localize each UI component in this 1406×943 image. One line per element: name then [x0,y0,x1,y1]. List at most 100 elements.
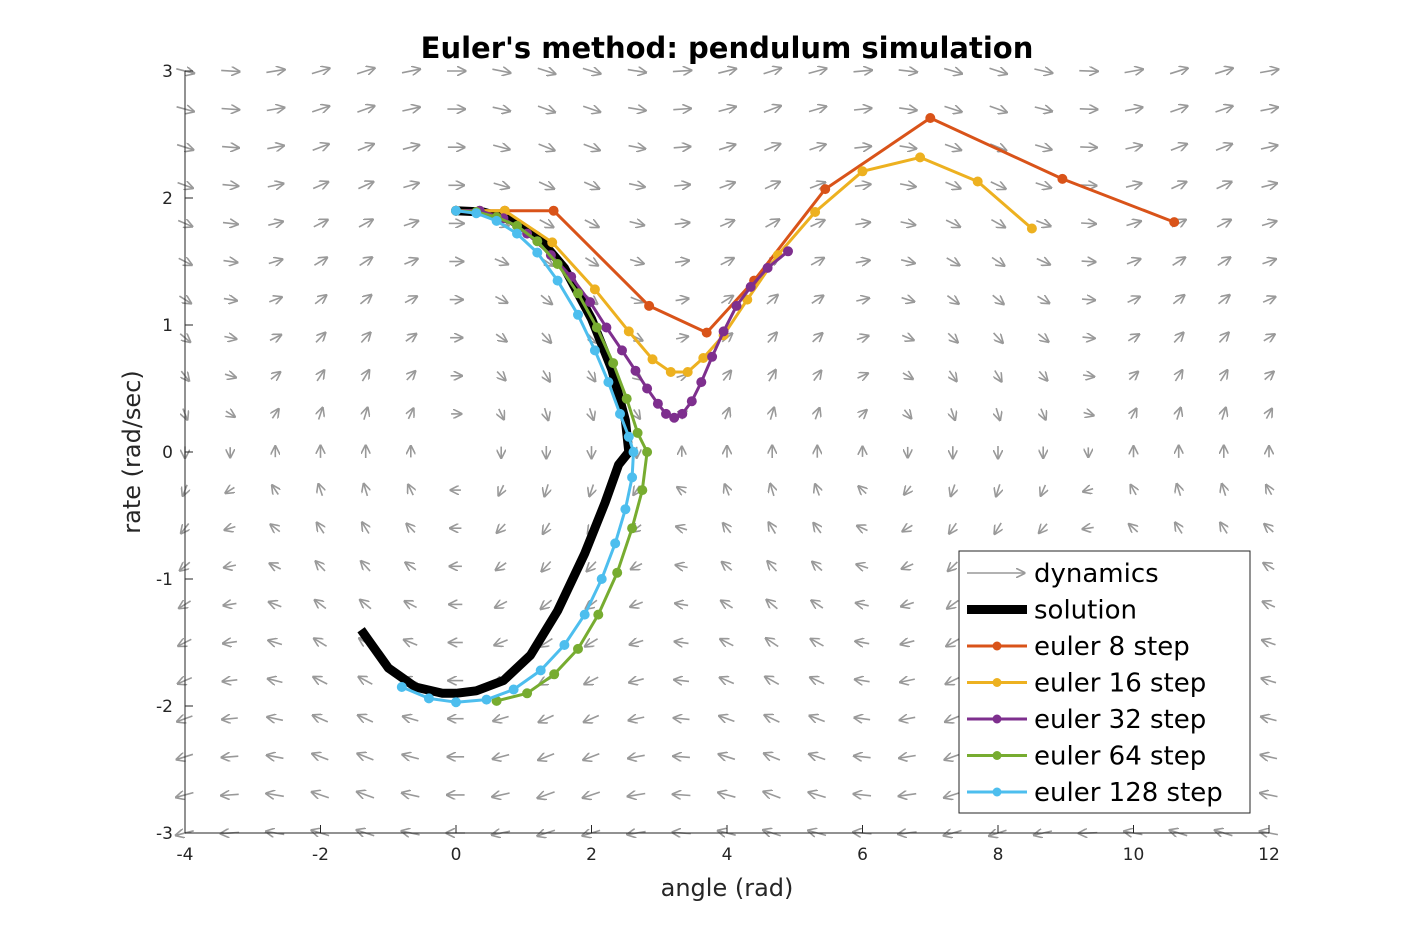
data-point [589,345,600,356]
dynamics-arrow [1217,258,1230,266]
dynamics-arrow [945,792,962,797]
dynamics-arrow [495,334,506,341]
data-point [617,345,627,356]
data-point [627,523,638,534]
data-point [1057,173,1068,184]
dynamics-arrow [989,144,1006,150]
dynamics-arrow [992,294,1004,304]
y-tick-label: -3 [156,824,173,844]
dynamics-arrow [675,642,689,644]
dynamics-arrow [588,370,595,381]
dynamics-arrow [584,716,600,722]
dynamics-arrow [315,600,327,610]
dynamics-arrow [1215,144,1232,150]
dynamics-arrow [946,677,960,684]
data-point [718,326,729,337]
dynamics-arrow [770,484,774,497]
dynamics-arrow [945,220,960,227]
data-point [596,574,607,584]
dynamics-arrow [812,601,824,608]
y-axis-label: rate (rad/sec) [118,370,146,533]
dynamics-arrow [269,297,281,302]
dynamics-arrow [1260,145,1277,149]
dynamics-arrow [590,484,594,496]
dynamics-arrow [1218,333,1228,343]
x-tick-label: 2 [586,845,597,865]
dynamics-arrow [1036,221,1050,226]
dynamics-arrow [364,484,368,497]
dynamics-arrow [763,68,781,74]
dynamics-arrow [725,409,729,420]
dynamics-arrow [854,146,870,148]
dynamics-arrow [1221,523,1228,534]
dynamics-arrow [674,223,689,225]
dynamics-arrow [769,523,776,535]
dynamics-arrow [316,562,326,572]
series-layer [357,113,1180,708]
dynamics-arrow [495,640,508,645]
dynamics-arrow [629,717,645,720]
dynamics-arrow [1129,524,1137,532]
data-point [1169,217,1180,228]
dynamics-arrow [221,109,239,110]
dynamics-arrow [356,68,374,74]
dynamics-arrow [540,637,553,647]
dynamics-arrow [539,754,555,760]
dynamics-arrow [856,603,869,606]
dynamics-arrow [542,560,552,572]
dynamics-arrow [899,184,915,187]
dynamics-arrow [900,756,916,759]
dynamics-arrow [948,561,958,571]
dynamics-arrow [312,144,329,150]
dynamics-arrow [1127,335,1138,341]
dynamics-arrow [1080,147,1096,148]
dynamics-arrow [811,678,825,684]
dynamics-arrow [359,677,373,684]
data-point [810,207,821,217]
dynamics-arrow [223,718,238,719]
data-point [451,205,461,216]
dynamics-arrow [900,222,915,225]
dynamics-arrow [902,603,915,607]
dynamics-arrow [270,564,282,569]
dynamics-arrow [1261,183,1277,187]
dynamics-arrow [810,716,825,722]
dynamics-arrow [859,410,866,417]
dynamics-arrow [311,106,329,112]
dynamics-arrow [719,793,736,798]
dynamics-arrow [809,145,826,150]
data-point [1026,223,1037,234]
series-line [456,155,1033,374]
series-line [456,116,1175,335]
dynamics-arrow [854,184,870,186]
dynamics-arrow [764,182,779,189]
dynamics-arrow [497,372,505,380]
y-tick-label: 0 [162,443,173,463]
dynamics-arrow [499,408,504,419]
dynamics-arrow [1262,717,1277,721]
dynamics-arrow [810,258,823,265]
dynamics-arrow [543,522,550,534]
dynamics-arrow [764,792,781,798]
dynamics-arrow [855,718,871,720]
data-point [559,640,570,650]
dynamics-arrow [856,641,870,643]
legend: dynamics solution euler 8 step euler 16 ste… [958,550,1251,814]
data-point [686,396,697,407]
dynamics-arrow [900,260,914,263]
dynamics-arrow [224,565,237,567]
legend-item: euler 16 step [967,669,1206,699]
dynamics-arrow [1125,183,1141,187]
dynamics-arrow [497,524,505,532]
vector-field [176,68,1278,836]
dynamics-arrow [404,259,417,264]
dynamics-arrow [222,147,238,148]
dynamics-arrow [1080,185,1096,186]
dynamics-arrow [269,335,281,340]
dynamics-arrow [946,716,961,722]
series-euler-8-step [451,113,1180,338]
dynamics-arrow [812,334,822,343]
dynamics-arrow [319,485,323,496]
data-point [644,300,655,311]
dynamics-arrow [630,641,644,645]
